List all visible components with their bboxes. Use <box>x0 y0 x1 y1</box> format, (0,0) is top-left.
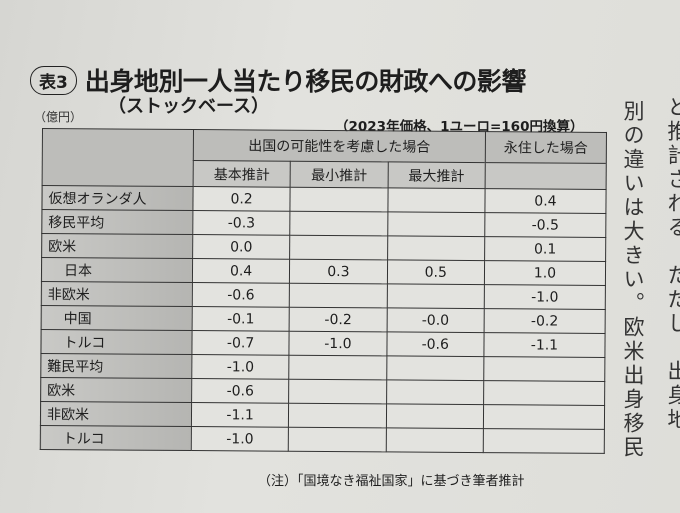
value-cell <box>288 379 387 404</box>
value-cell <box>386 379 484 405</box>
value-cell: 0.1 <box>484 236 606 262</box>
value-cell <box>290 211 388 236</box>
row-label: トルコ <box>40 425 192 451</box>
body-text-column-1: 別の違いは大きい。欧米出身移民 <box>621 100 645 460</box>
corner-cell <box>42 128 194 187</box>
value-cell: 0.5 <box>387 259 485 285</box>
value-cell <box>387 211 485 237</box>
data-table: 出国の可能性を考慮した場合 永住した場合 基本推計 最小推計 最大推計 仮想オラ… <box>40 128 607 454</box>
value-cell: 0.4 <box>484 188 607 214</box>
value-cell <box>483 380 605 406</box>
value-cell: -1.0 <box>484 284 606 310</box>
header-permanent-blank <box>485 162 607 190</box>
row-label: トルコ <box>40 329 193 355</box>
value-cell: -1.0 <box>289 331 387 356</box>
value-cell <box>387 235 485 261</box>
unit-label: （億円） <box>34 110 83 124</box>
table-row: トルコ -1.0 <box>40 425 605 454</box>
value-cell: -1.0 <box>191 426 289 452</box>
value-cell <box>290 187 388 212</box>
row-label: 仮想オランダ人 <box>41 185 194 211</box>
row-label: 欧米 <box>40 377 192 403</box>
header-max-estimate: 最大推計 <box>387 161 486 189</box>
value-cell <box>385 427 484 453</box>
value-cell: -0.7 <box>191 330 290 356</box>
value-cell: 1.0 <box>484 260 606 286</box>
value-cell: -0.5 <box>484 212 606 238</box>
value-cell <box>288 403 387 428</box>
value-cell: 0.3 <box>289 259 388 284</box>
value-cell <box>483 428 605 454</box>
header-min-estimate: 最小推計 <box>290 161 388 188</box>
table-title-row: 表3 出身地別一人当たり移民の財政への影響 <box>30 62 526 98</box>
value-cell: -0.6 <box>192 282 290 308</box>
value-cell: -0.3 <box>192 210 291 236</box>
row-label: 非欧米 <box>41 281 193 307</box>
value-cell: -1.0 <box>191 354 290 380</box>
value-cell <box>289 235 388 260</box>
value-cell: 0.0 <box>192 234 291 260</box>
body-text-column-2: と推計される ただし 出身地 <box>665 96 680 432</box>
value-cell <box>289 355 387 380</box>
value-cell <box>386 355 484 381</box>
header-group-emigration: 出国の可能性を考慮した場合 <box>193 129 486 163</box>
value-cell: -1.1 <box>191 402 289 428</box>
value-cell: 0.2 <box>192 186 291 212</box>
row-label: 欧米 <box>41 233 193 259</box>
value-cell <box>483 404 605 430</box>
value-cell: -0.6 <box>191 378 290 404</box>
value-cell: -1.1 <box>483 332 606 358</box>
value-cell <box>386 283 485 309</box>
value-cell: 0.4 <box>192 258 290 284</box>
value-cell <box>387 187 486 213</box>
value-cell: -0.2 <box>484 308 606 334</box>
table-title: 出身地別一人当たり移民の財政への影響 <box>84 67 527 96</box>
value-cell: -0.6 <box>386 331 485 357</box>
header-group-permanent: 永住した場合 <box>485 131 607 164</box>
row-label: 難民平均 <box>40 353 192 379</box>
value-cell: -0.2 <box>289 307 387 332</box>
table-label-badge: 表3 <box>30 65 77 95</box>
row-label: 非欧米 <box>40 401 192 427</box>
value-cell: -0.0 <box>386 307 485 333</box>
footnote: （注）「国境なき福祉国家」に基づき筆者推計 <box>258 474 525 489</box>
value-cell: -0.1 <box>192 306 290 332</box>
row-label: 移民平均 <box>41 209 193 235</box>
value-cell <box>288 427 387 452</box>
row-label: 中国 <box>41 305 193 331</box>
value-cell <box>289 283 388 308</box>
table-subtitle: （ストックベース） <box>108 96 270 117</box>
row-label: 日本 <box>41 257 193 283</box>
value-cell <box>386 403 484 429</box>
header-base-estimate: 基本推計 <box>193 160 291 188</box>
value-cell <box>483 356 605 382</box>
